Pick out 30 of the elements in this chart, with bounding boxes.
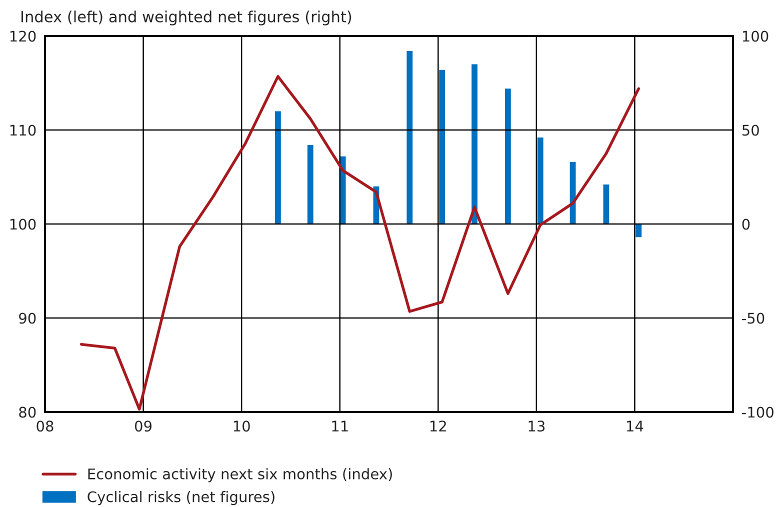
y2-tick-label: -50 <box>742 312 764 324</box>
bar <box>603 184 610 224</box>
bar <box>636 224 642 238</box>
x-tick-label: 14 <box>627 420 644 432</box>
x-tick-label: 10 <box>234 420 250 432</box>
y-tick-label: 80 <box>19 406 36 418</box>
y-tick-label: 90 <box>19 312 36 324</box>
y2-tick-label: -100 <box>742 406 774 418</box>
legend-label: Cyclical risks (net figures) <box>88 490 274 506</box>
bar <box>274 111 281 224</box>
bar <box>504 88 511 224</box>
y-tick-label: 110 <box>10 124 36 136</box>
y-tick-label: 100 <box>10 218 36 230</box>
x-tick-label: 08 <box>36 420 54 432</box>
bar <box>537 138 544 224</box>
y2-tick-label: 100 <box>742 30 768 42</box>
bar <box>472 64 478 224</box>
x-tick-label: 09 <box>134 420 152 432</box>
x-tick-label: 12 <box>430 420 446 432</box>
legend-label: Economic activity next six months (index) <box>88 468 392 482</box>
y-tick-label: 120 <box>10 30 36 42</box>
bar <box>406 51 413 224</box>
y2-tick-label: 0 <box>742 218 750 230</box>
bar <box>307 145 314 224</box>
x-tick-label: 11 <box>332 420 348 432</box>
x-tick-label: 13 <box>528 420 545 432</box>
bar <box>439 70 446 224</box>
y2-tick-label: 50 <box>742 124 759 136</box>
line-series <box>80 75 640 411</box>
chart-subtitle: Index (left) and weighted net figures (right) <box>22 10 352 26</box>
